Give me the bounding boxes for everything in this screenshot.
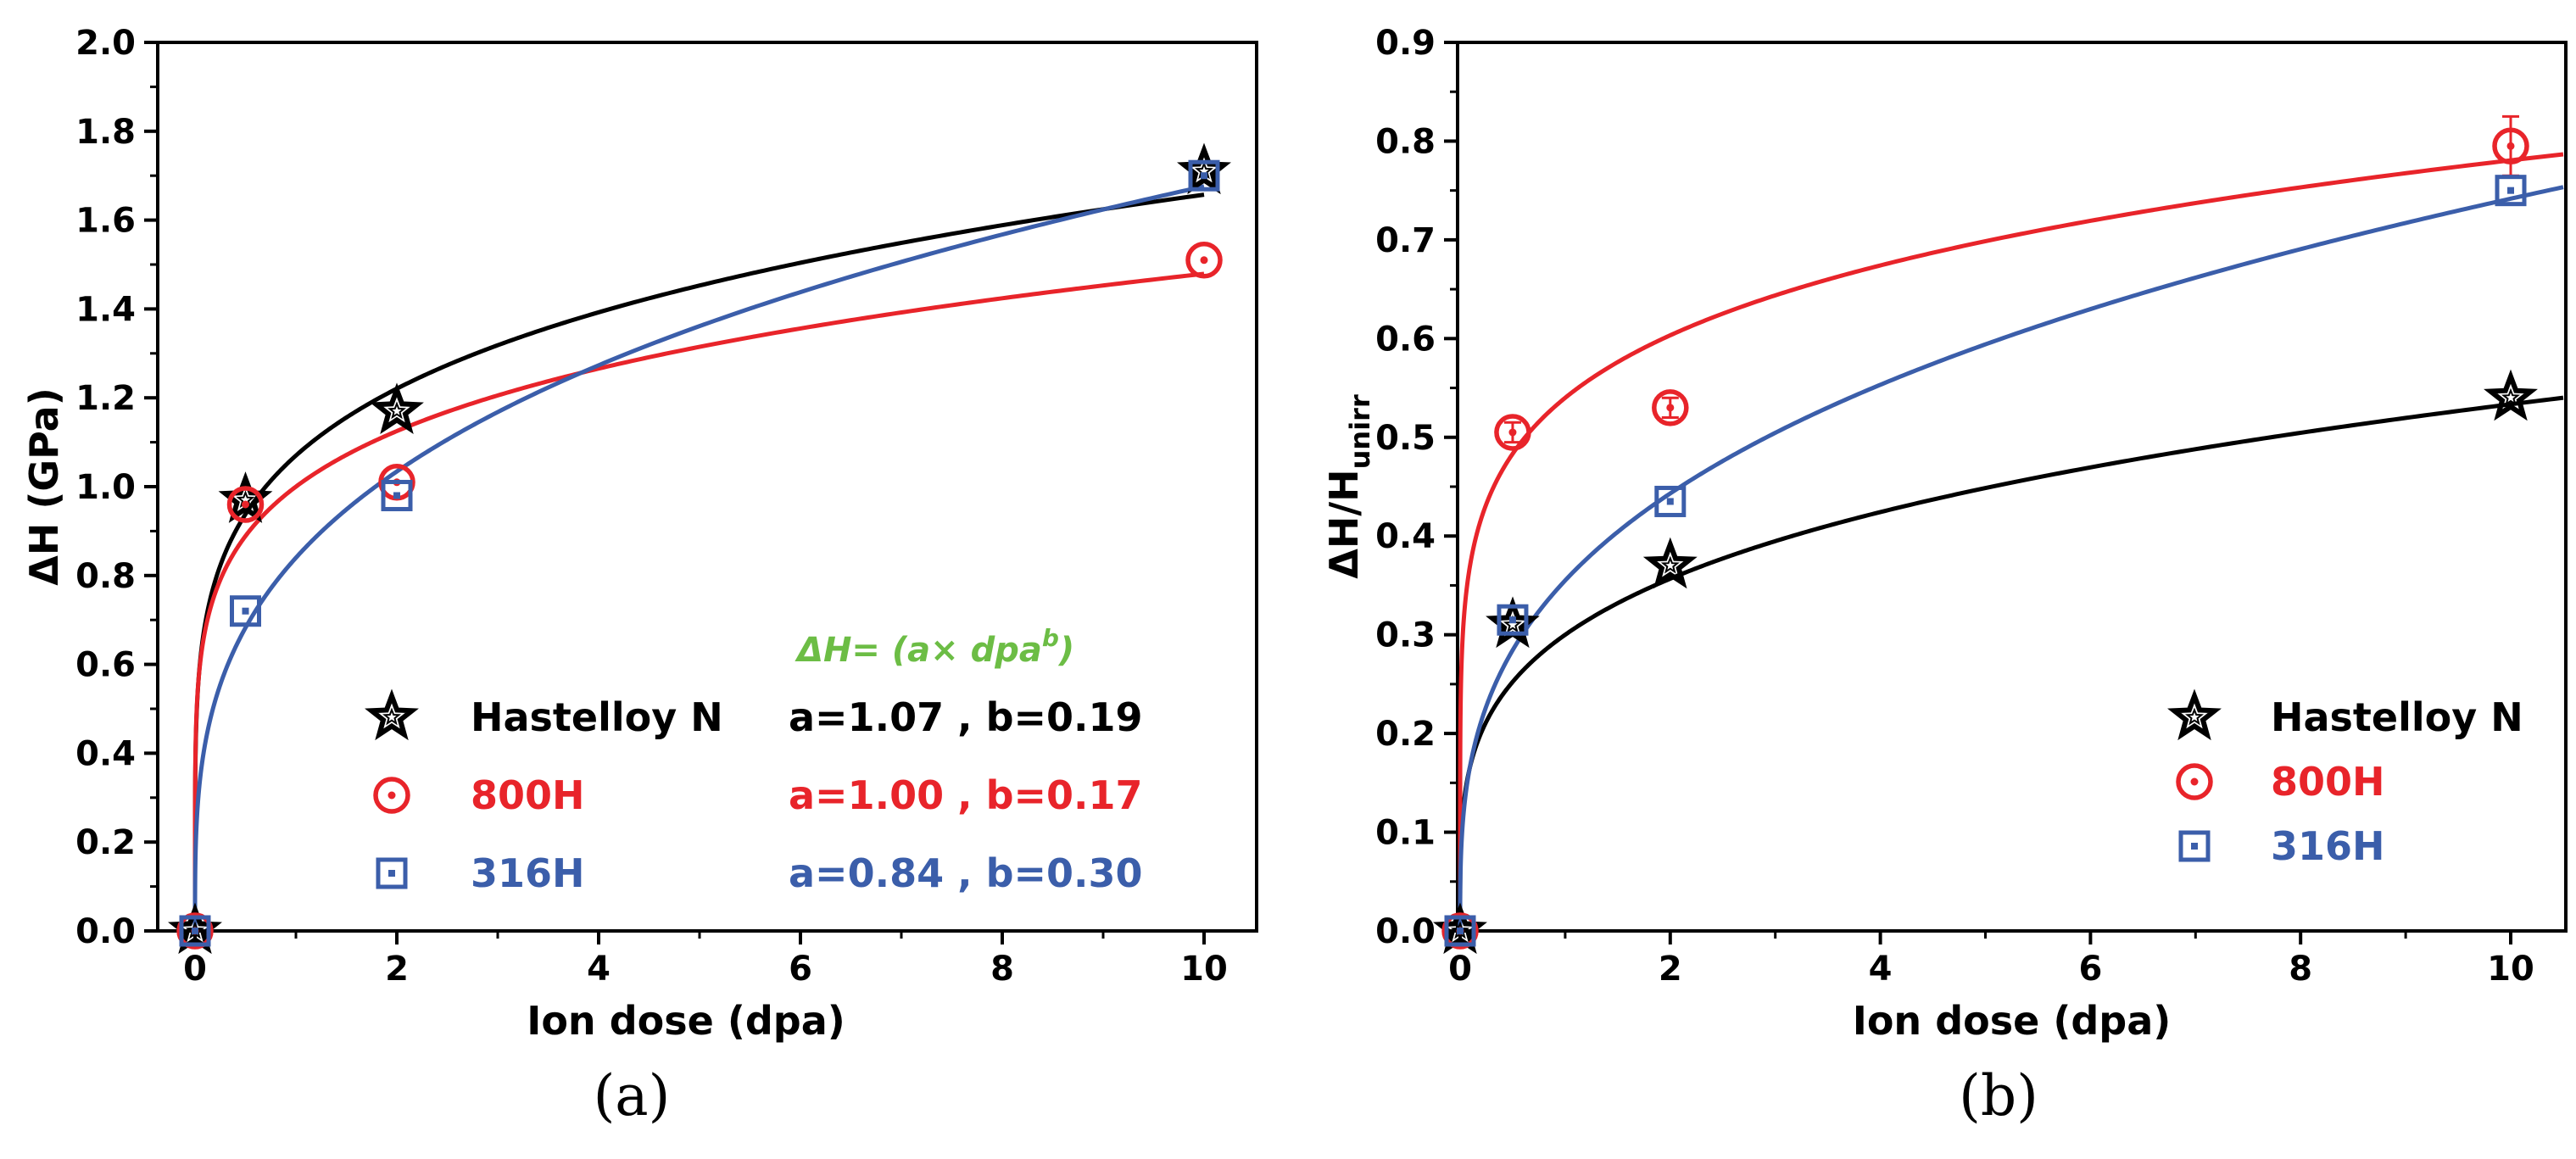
chart-a-ytick-label: 0.0 xyxy=(75,912,136,951)
chart-b-xtick-label: 2 xyxy=(1659,950,1682,989)
chart-a-fit-param-label: a=1.00 , b=0.17 xyxy=(789,772,1143,818)
chart-b-ytick-label: 0.2 xyxy=(1375,715,1436,754)
chart-b-ytick-label: 0.7 xyxy=(1375,221,1436,260)
chart-a-equation: ΔH= (a× dpab) xyxy=(795,624,1074,670)
chart-b-fit-curves xyxy=(1458,152,2564,931)
chart-b-xtick-label: 4 xyxy=(1869,950,1893,989)
chart-a-ytick-label: 0.2 xyxy=(75,823,136,862)
chart-a-ytick-label: 1.6 xyxy=(75,202,136,241)
chart-a-point-316h xyxy=(230,595,261,627)
chart-b-legend-label: Hastelloy N xyxy=(2271,694,2523,740)
chart-a-point-hastelloy-n xyxy=(370,382,424,435)
chart-a-point-800h xyxy=(1185,242,1223,279)
chart-a-legend-label: 800H xyxy=(471,772,585,818)
chart-a-legend-marker xyxy=(365,688,419,741)
chart-a-legend-marker xyxy=(373,777,410,814)
chart-b-point-316h xyxy=(1444,915,1476,947)
chart-a-fit-800h xyxy=(192,271,1205,931)
chart-b-ytick-label: 0.0 xyxy=(1375,912,1436,951)
chart-a-point-316h xyxy=(381,479,413,511)
chart-a: 0 2 4 6 8 10 0.0 0.2 0.4 0.6 0.8 1.0 1.2 1.4 1.6 1.8 2.0… xyxy=(21,24,1258,1128)
chart-b-ytick-label: 0.1 xyxy=(1375,814,1436,853)
chart-b-point-800h xyxy=(2492,127,2529,165)
chart-a-legend-label: 316H xyxy=(471,850,585,896)
chart-a-fit-param-label: a=0.84 , b=0.30 xyxy=(789,850,1143,896)
chart-a-ylabel-main: ΔH xyxy=(21,523,67,586)
chart-a-ytick-label: 0.4 xyxy=(75,734,136,773)
chart-b-xtick-label: 8 xyxy=(2289,950,2312,989)
chart-b-ytick-label: 0.6 xyxy=(1375,320,1436,359)
chart-a-ylabel-unit: (GPa) xyxy=(21,387,67,522)
chart-b-legend-marker xyxy=(2176,763,2213,800)
chart-b-panel-label: (b) xyxy=(1959,1063,2038,1128)
chart-a-ytick-label: 0.6 xyxy=(75,646,136,685)
chart-b-xtick-label: 10 xyxy=(2487,950,2534,989)
chart-b-point-316h xyxy=(2495,175,2527,207)
chart-b-legend-marker xyxy=(2167,688,2222,741)
chart-b-point-316h xyxy=(1654,485,1687,517)
chart-b-legend-label: 316H xyxy=(2271,823,2385,869)
chart-a-ytick-label: 2.0 xyxy=(75,24,136,63)
chart-a-xtick-label: 6 xyxy=(789,950,812,989)
chart-a-fit-curves xyxy=(192,184,1205,931)
chart-b-xtick-label: 6 xyxy=(2078,950,2102,989)
chart-b: 0 2 4 6 8 10 0.0 0.1 0.2 0.3 0.4 0.5 0.6 0.7 0.8 0.9 Ion… xyxy=(1321,24,2568,1128)
chart-a-fit-hastelloy-n xyxy=(192,192,1205,931)
chart-a-ytick-label: 1.2 xyxy=(75,379,136,418)
chart-a-point-316h xyxy=(1188,159,1220,192)
chart-a-xtick-label: 0 xyxy=(183,950,207,989)
chart-b-ytick-label: 0.8 xyxy=(1375,122,1436,161)
chart-a-ytick-label: 0.8 xyxy=(75,557,136,596)
chart-a-point-800h xyxy=(226,486,265,523)
chart-a-ytick-label: 1.0 xyxy=(75,468,136,507)
chart-b-point-316h xyxy=(1497,604,1529,636)
chart-a-fit-param-label: a=1.07 , b=0.19 xyxy=(789,694,1143,740)
chart-b-fit-316h xyxy=(1458,185,2564,931)
chart-a-ytick-label: 1.8 xyxy=(75,113,136,152)
chart-a-xtick-label: 4 xyxy=(587,950,611,989)
chart-b-point-hastelloy-n xyxy=(2484,369,2538,421)
chart-a-legend-label: Hastelloy N xyxy=(471,694,723,740)
chart-a-panel-label: (a) xyxy=(594,1063,671,1128)
chart-b-ylabel: ΔH/Hunirr xyxy=(1321,394,1376,579)
chart-a-point-316h xyxy=(179,915,211,947)
chart-a-xlabel: Ion dose (dpa) xyxy=(527,998,845,1044)
chart-a-legend-marker xyxy=(376,857,408,889)
chart-b-xtick-label: 0 xyxy=(1448,950,1472,989)
chart-b-point-hastelloy-n xyxy=(1642,537,1698,589)
chart-b-ytick-label: 0.5 xyxy=(1375,419,1436,458)
chart-a-ytick-label: 1.4 xyxy=(75,290,136,329)
chart-b-legend-marker xyxy=(2178,830,2211,862)
chart-b-ytick-label: 0.4 xyxy=(1375,517,1436,556)
chart-b-ytick-label: 0.3 xyxy=(1375,616,1436,655)
chart-b-legend-label: 800H xyxy=(2271,759,2385,805)
chart-b-ylabel-sub: unirr xyxy=(1344,394,1376,469)
chart-b-point-800h xyxy=(1652,389,1689,426)
chart-b-fit-hastelloy-n xyxy=(1458,395,2564,931)
chart-a-xtick-label: 10 xyxy=(1180,950,1228,989)
chart-b-point-800h xyxy=(1494,414,1531,451)
chart-a-xtick-label: 2 xyxy=(385,950,409,989)
chart-a-xtick-label: 8 xyxy=(990,950,1014,989)
chart-a-ylabel: ΔH (GPa) xyxy=(21,387,67,585)
chart-b-ytick-label: 0.9 xyxy=(1375,24,1436,63)
chart-b-fit-800h xyxy=(1458,152,2564,931)
chart-b-xlabel: Ion dose (dpa) xyxy=(1853,998,2172,1044)
chart-b-ylabel-main: ΔH/H xyxy=(1321,469,1367,578)
chart-a-fit-316h xyxy=(192,184,1205,931)
